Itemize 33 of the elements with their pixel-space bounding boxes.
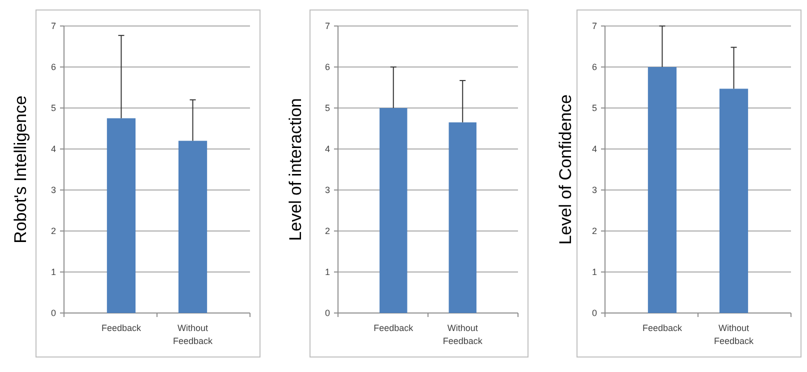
x-tick-label: Feedback	[642, 323, 682, 333]
y-tick-label: 7	[324, 21, 330, 32]
y-tick-label: 6	[592, 62, 597, 72]
y-tick-label: 7	[50, 21, 56, 32]
y-tick-label: 2	[324, 226, 330, 236]
x-tick-label: Feedback	[374, 323, 414, 333]
y-tick-label: 3	[592, 185, 597, 196]
y-tick-label: 2	[592, 226, 597, 236]
y-tick-label: 5	[50, 103, 56, 114]
y-tick-label: 4	[50, 144, 56, 154]
x-tick-label: Without Feedback	[173, 323, 214, 346]
y-tick-label: 7	[592, 21, 597, 32]
y-tick-label: 0	[324, 308, 330, 318]
y-axis-title: Level of Confidence	[556, 94, 575, 245]
y-tick-label: 5	[592, 103, 597, 114]
y-tick-label: 1	[324, 267, 330, 278]
y-axis-title: Level of interaction	[286, 98, 305, 241]
y-tick-label: 4	[592, 144, 597, 154]
y-tick-label: 0	[50, 308, 56, 318]
y-tick-label: 5	[324, 103, 330, 114]
y-tick-label: 4	[324, 144, 330, 154]
y-tick-label: 3	[324, 185, 330, 196]
y-axis-title: Robot's Intelligence	[10, 96, 30, 244]
y-tick-label: 6	[50, 62, 56, 72]
y-tick-label: 2	[50, 226, 56, 236]
y-tick-label: 1	[592, 267, 597, 278]
x-tick-label: Without Feedback	[714, 323, 754, 346]
y-tick-label: 1	[50, 267, 56, 278]
x-tick-label: Without Feedback	[442, 323, 483, 346]
x-tick-label: Feedback	[101, 323, 142, 333]
y-tick-label: 0	[592, 308, 597, 318]
y-tick-label: 6	[324, 62, 330, 72]
y-tick-label: 3	[50, 185, 56, 196]
